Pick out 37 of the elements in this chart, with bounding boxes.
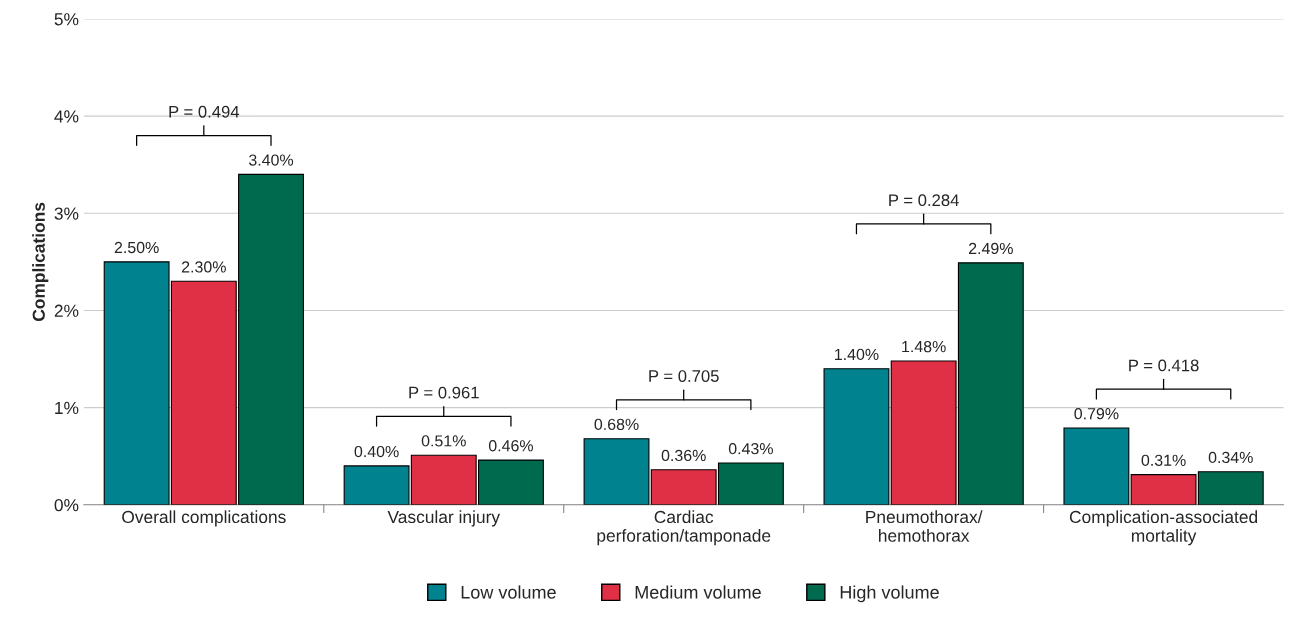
legend-label: Medium volume <box>635 585 761 599</box>
x-tick-label: Vascular injury <box>387 510 501 527</box>
y-axis-title: Complications <box>32 202 49 321</box>
y-tick-label: 2% <box>54 304 79 317</box>
data-label: 0.46% <box>488 440 534 452</box>
data-label: 1.40% <box>835 348 879 361</box>
bar <box>1063 427 1130 505</box>
y-tick-label: 1% <box>55 401 79 415</box>
data-label: 0.79% <box>1074 408 1119 420</box>
data-label: 0.31% <box>1141 454 1186 466</box>
x-tick-label: Cardiac perforation/tamponade <box>597 510 771 546</box>
data-label: 2.49% <box>968 242 1013 255</box>
bar <box>823 368 890 505</box>
data-label: 1.48% <box>902 340 946 353</box>
x-tick-label: Complication-associated mortality <box>1069 510 1258 546</box>
y-tick-label: 4% <box>54 110 79 123</box>
data-label: 0.36% <box>661 449 706 462</box>
legend-label: High volume <box>840 585 939 603</box>
annotation: P = 0.961 <box>409 386 479 399</box>
x-tick-label: Overall complications <box>122 510 286 527</box>
data-label: 0.68% <box>594 418 639 431</box>
data-label: 0.40% <box>354 445 399 458</box>
annotation: P = 0.494 <box>169 105 240 118</box>
data-label: 0.51% <box>421 435 466 447</box>
data-label: 2.30% <box>181 261 226 273</box>
data-label: 0.43% <box>728 442 773 455</box>
annotation: P = 0.705 <box>649 370 719 382</box>
annotation: P = 0.418 <box>1129 359 1199 372</box>
data-label: 2.50% <box>114 241 159 254</box>
y-tick-label: 3% <box>54 207 79 220</box>
legend-label: Low volume <box>461 585 556 599</box>
y-tick-label: 0% <box>54 498 79 512</box>
data-label: 3.40% <box>248 154 294 166</box>
data-label: 0.34% <box>1208 451 1253 464</box>
x-tick-label: Pneumothorax/ hemothorax <box>866 510 983 542</box>
annotation: P = 0.284 <box>889 194 959 207</box>
y-tick-label: 5% <box>54 13 79 26</box>
